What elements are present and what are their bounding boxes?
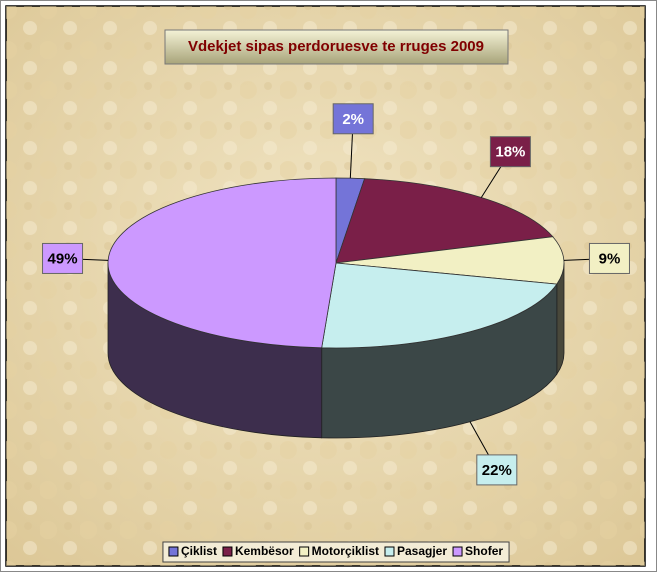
- legend-label: Çiklist: [181, 544, 217, 558]
- slice: [335, 236, 565, 285]
- legend-label: Pasagjer: [397, 544, 447, 558]
- legend-swatch: [452, 546, 463, 557]
- legend-swatch: [384, 546, 395, 557]
- slice: [321, 262, 558, 349]
- legend-box: [162, 541, 510, 563]
- data-label-box: [332, 103, 374, 135]
- chart-title: Vdekjet sipas perdoruesve te rruges 2009: [188, 38, 484, 55]
- pie: 2% 18% 9% 22% 49%: [42, 103, 630, 486]
- legend-swatch: [222, 546, 233, 557]
- legend-label: Shofer: [465, 544, 503, 558]
- legend: Çiklist Kembësor Motorçiklist Pasagjer Shofe…: [162, 541, 510, 563]
- data-label-box: [489, 136, 531, 168]
- slice: [107, 177, 337, 349]
- legend-label: Motorçiklist: [312, 544, 379, 558]
- slice: [335, 178, 554, 264]
- legend-swatch: [168, 546, 179, 557]
- title-box: [164, 29, 509, 65]
- data-label-box: [588, 242, 630, 274]
- data-label: 18%: [495, 144, 525, 161]
- data-label: 49%: [48, 250, 78, 267]
- legend-label: Kembësor: [235, 544, 294, 558]
- data-label: 2%: [342, 111, 364, 128]
- legend-swatch: [299, 546, 310, 557]
- data-label-box: [42, 242, 84, 274]
- data-label: 9%: [599, 250, 621, 267]
- data-label-box: [476, 454, 518, 486]
- data-label: 22%: [482, 462, 512, 479]
